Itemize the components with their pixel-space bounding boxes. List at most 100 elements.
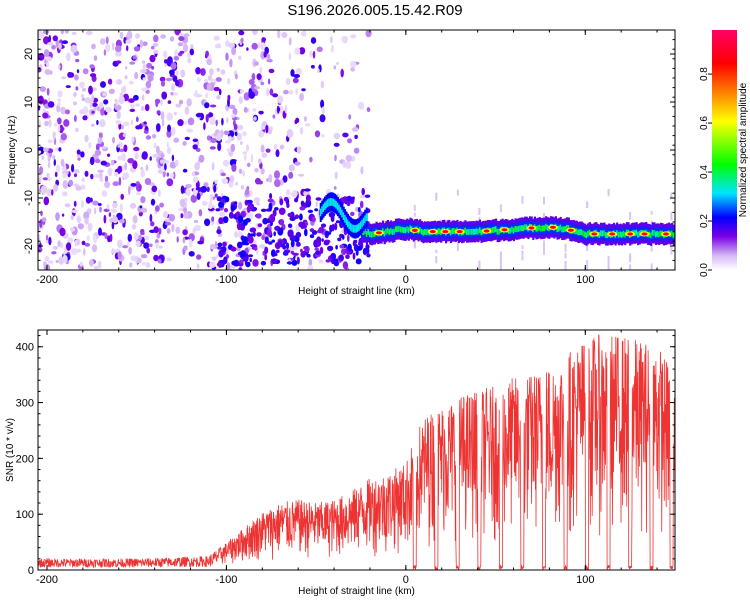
noise-blob — [283, 89, 289, 95]
noise-blob — [196, 192, 201, 200]
noise-blob — [52, 246, 59, 250]
noise-blob — [52, 35, 58, 42]
noise-blob — [170, 91, 174, 96]
streak — [456, 247, 459, 251]
band-hotspot — [501, 228, 508, 232]
x-tick-label: 100 — [576, 274, 594, 286]
noise-blob — [157, 258, 162, 264]
noise-blob — [260, 42, 266, 51]
noise-blob — [330, 252, 337, 260]
noise-blob — [261, 37, 267, 42]
band-cell — [598, 232, 601, 238]
band-cell — [367, 229, 370, 235]
streak — [478, 265, 481, 270]
band-cell — [621, 232, 624, 238]
noise-blob — [84, 217, 89, 225]
band-cell — [514, 226, 517, 232]
noise-blob — [160, 98, 163, 106]
noise-blob — [295, 88, 299, 95]
noise-blob — [216, 262, 223, 267]
noise-blob — [184, 197, 188, 202]
band-cell — [561, 226, 564, 233]
streak — [543, 196, 545, 205]
noise-blob — [132, 55, 137, 60]
noise-blob — [254, 177, 262, 185]
noise-blob — [68, 179, 74, 187]
noise-blob — [132, 160, 138, 170]
noise-blob — [340, 68, 344, 78]
noise-blob — [296, 241, 301, 247]
noise-blob — [206, 186, 210, 193]
noise-blob — [264, 236, 269, 244]
noise-blob — [140, 168, 145, 178]
noise-blob — [240, 89, 244, 94]
noise-blob — [97, 137, 103, 145]
band-cell — [579, 229, 582, 235]
noise-blob — [209, 261, 216, 269]
noise-blob — [165, 77, 173, 82]
noise-blob — [252, 108, 257, 112]
x-tick-label: -200 — [36, 274, 58, 286]
noise-blob — [347, 243, 352, 252]
noise-blob — [361, 187, 366, 196]
noise-blob — [276, 30, 281, 39]
noise-blob — [248, 254, 254, 258]
noise-blob — [342, 132, 349, 138]
noise-blob — [339, 244, 345, 249]
noise-blob — [238, 201, 243, 210]
band-cell — [339, 207, 342, 215]
noise-blob — [205, 92, 208, 98]
noise-blob — [271, 239, 275, 243]
noise-blob — [130, 119, 134, 125]
noise-blob — [276, 105, 280, 114]
noise-blob — [141, 94, 145, 101]
noise-blob — [44, 69, 51, 75]
noise-blob — [215, 119, 218, 127]
noise-blob — [204, 218, 211, 227]
band-cell — [585, 232, 588, 239]
colorbar-gradient — [712, 30, 737, 270]
band-cell — [617, 231, 620, 238]
noise-blob — [249, 257, 252, 263]
noise-blob — [141, 87, 148, 92]
band-cell — [341, 209, 344, 218]
noise-blob — [274, 252, 278, 257]
noise-blob — [365, 30, 372, 38]
band-cell — [538, 224, 541, 231]
noise-blob — [155, 242, 159, 249]
band-cell — [604, 232, 607, 238]
band-cell — [351, 224, 354, 232]
noise-blob — [173, 55, 180, 61]
noise-blob — [274, 170, 280, 179]
colorbar-tick-label: 0.2 — [699, 214, 710, 228]
y-tick-label: -10 — [23, 190, 35, 206]
band-cell — [475, 228, 478, 235]
streak — [670, 251, 673, 255]
noise-blob — [129, 108, 136, 112]
noise-blob — [359, 195, 366, 199]
noise-blob — [72, 101, 78, 106]
noise-blob — [277, 95, 284, 104]
noise-blob — [300, 251, 306, 258]
noise-blob — [81, 94, 84, 98]
noise-blob — [273, 231, 277, 237]
noise-blob — [46, 88, 50, 96]
noise-blob — [39, 86, 46, 92]
band-cell — [332, 198, 335, 207]
noise-blob — [320, 99, 325, 109]
noise-blob — [90, 73, 97, 78]
noise-blob — [135, 125, 141, 130]
band-cell — [535, 226, 538, 232]
noise-blob — [310, 37, 317, 44]
noise-blob — [191, 171, 195, 177]
noise-blob — [238, 267, 243, 270]
band-cell — [541, 225, 545, 232]
noise-blob — [238, 96, 243, 104]
noise-blob — [214, 193, 218, 198]
band-cell — [328, 198, 331, 207]
noise-blob — [305, 194, 311, 202]
noise-blob — [355, 258, 362, 265]
band-cell — [635, 229, 638, 236]
noise-blob — [218, 217, 224, 225]
